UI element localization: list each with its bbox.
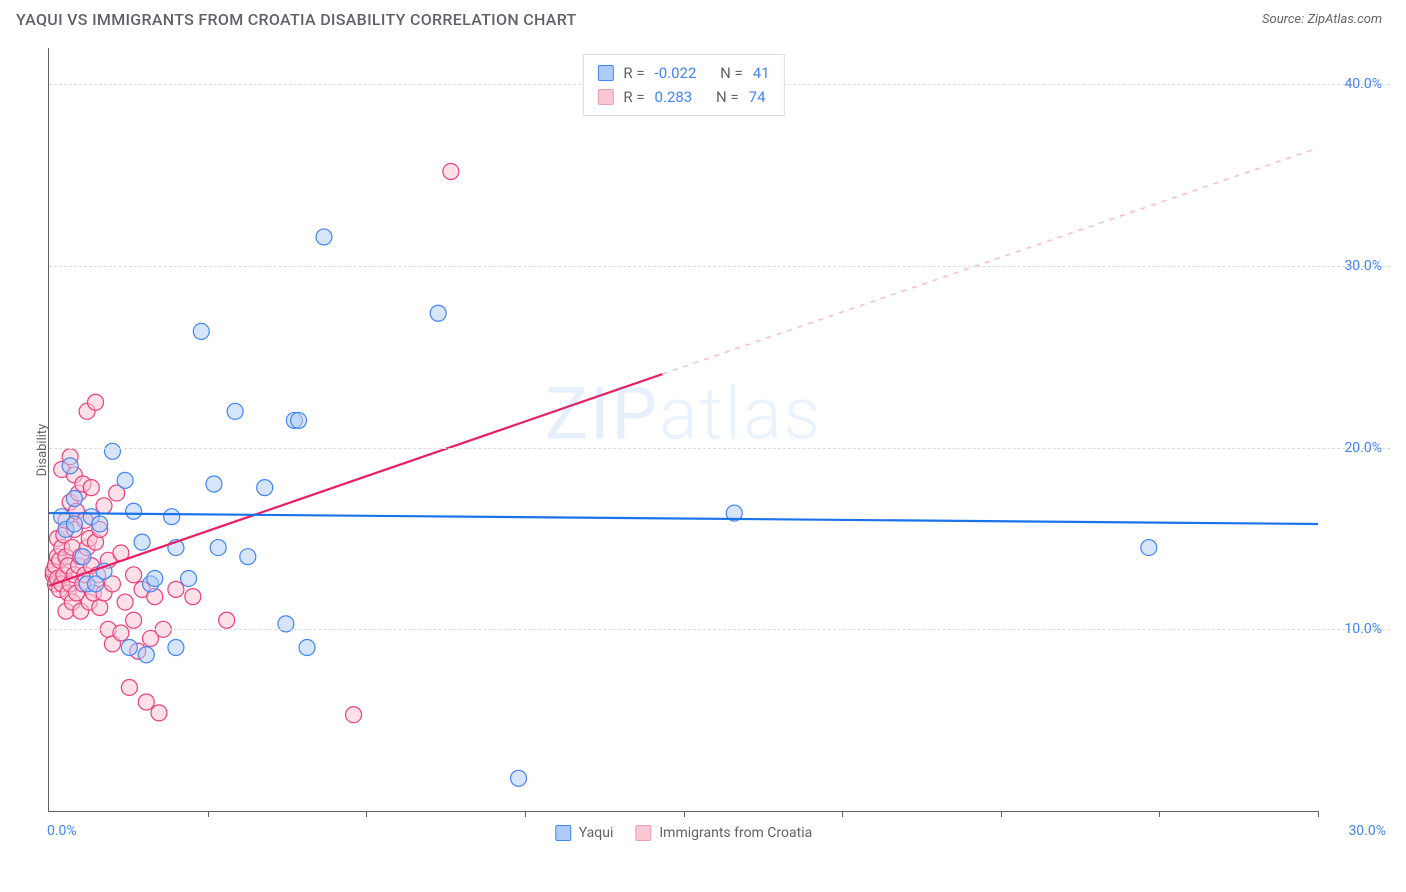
x-tick-mark [1001, 811, 1002, 817]
r-label: R = [623, 61, 644, 85]
scatter-point [126, 567, 142, 583]
scatter-point [134, 534, 150, 550]
legend-item-0: Yaqui [555, 825, 614, 841]
scatter-point [291, 412, 307, 428]
r-value: -0.022 [655, 61, 697, 85]
scatter-point [299, 640, 315, 656]
scatter-point [66, 491, 82, 507]
scatter-point [88, 394, 104, 410]
scatter-point [193, 323, 209, 339]
swatch-pink-icon [597, 89, 613, 105]
scatter-point [240, 549, 256, 565]
trend-line [662, 148, 1318, 374]
scatter-point [66, 516, 82, 532]
scatter-point [346, 707, 362, 723]
gridline-h [49, 629, 1390, 630]
y-tick-label: 20.0% [1344, 440, 1382, 456]
scatter-point [147, 570, 163, 586]
scatter-point [1141, 540, 1157, 556]
x-max-label: 30.0% [1348, 823, 1386, 839]
x-tick-mark [842, 811, 843, 817]
scatter-point [117, 472, 133, 488]
scatter-point [62, 458, 78, 474]
legend-label: Yaqui [579, 825, 614, 841]
r-label: R = [623, 85, 644, 109]
chart-header: YAQUI VS IMMIGRANTS FROM CROATIA DISABIL… [0, 0, 1406, 35]
n-label: N = [720, 61, 743, 85]
scatter-point [126, 503, 142, 519]
y-tick-label: 40.0% [1344, 76, 1382, 92]
x-tick-mark [1318, 811, 1319, 817]
correlation-legend: R = -0.022 N = 41 R = 0.283 N = 74 [582, 54, 784, 116]
scatter-point [104, 443, 120, 459]
scatter-point [92, 600, 108, 616]
scatter-svg [49, 48, 1318, 811]
gridline-h [49, 266, 1390, 267]
scatter-point [138, 647, 154, 663]
scatter-point [316, 229, 332, 245]
scatter-point [151, 705, 167, 721]
source-name: ZipAtlas.com [1307, 12, 1382, 27]
scatter-point [117, 594, 133, 610]
scatter-point [92, 516, 108, 532]
scatter-point [181, 570, 197, 586]
scatter-point [75, 549, 91, 565]
x-tick-mark [525, 811, 526, 817]
scatter-point [206, 476, 222, 492]
scatter-point [83, 480, 99, 496]
source-prefix: Source: [1262, 12, 1307, 27]
x-tick-mark [684, 811, 685, 817]
scatter-point [121, 640, 137, 656]
scatter-point [185, 589, 201, 605]
swatch-blue-icon [597, 65, 613, 81]
scatter-point [121, 679, 137, 695]
y-tick-label: 30.0% [1344, 258, 1382, 274]
trend-line [49, 513, 1318, 524]
scatter-point [210, 540, 226, 556]
scatter-point [168, 640, 184, 656]
scatter-point [227, 403, 243, 419]
scatter-point [96, 498, 112, 514]
correlation-row-0: R = -0.022 N = 41 [597, 61, 769, 85]
scatter-point [138, 694, 154, 710]
x-tick-mark [208, 811, 209, 817]
legend-label: Immigrants from Croatia [659, 825, 812, 841]
correlation-row-1: R = 0.283 N = 74 [597, 85, 769, 109]
scatter-point [126, 612, 142, 628]
scatter-point [168, 581, 184, 597]
scatter-point [219, 612, 235, 628]
swatch-blue-icon [555, 825, 571, 841]
chart-source: Source: ZipAtlas.com [1262, 12, 1382, 27]
scatter-point [164, 509, 180, 525]
n-value: 74 [749, 85, 766, 109]
x-tick-mark [1159, 811, 1160, 817]
scatter-point [113, 625, 129, 641]
n-value: 41 [753, 61, 770, 85]
r-value: 0.283 [655, 85, 693, 109]
trend-line [49, 374, 662, 586]
scatter-point [430, 305, 446, 321]
n-label: N = [716, 85, 739, 109]
scatter-point [257, 480, 273, 496]
swatch-pink-icon [635, 825, 651, 841]
legend-item-1: Immigrants from Croatia [635, 825, 812, 841]
scatter-point [511, 770, 527, 786]
x-tick-mark [366, 811, 367, 817]
plot-area: ZIPatlas R = -0.022 N = 41 R = 0.283 N =… [48, 48, 1318, 812]
y-tick-label: 10.0% [1344, 621, 1382, 637]
chart-title: YAQUI VS IMMIGRANTS FROM CROATIA DISABIL… [16, 10, 577, 29]
chart-container: Disability ZIPatlas R = -0.022 N = 41 R … [48, 48, 1390, 852]
x-min-label: 0.0% [47, 823, 77, 839]
gridline-h [49, 448, 1390, 449]
scatter-point [443, 164, 459, 180]
series-legend: Yaqui Immigrants from Croatia [555, 825, 812, 841]
